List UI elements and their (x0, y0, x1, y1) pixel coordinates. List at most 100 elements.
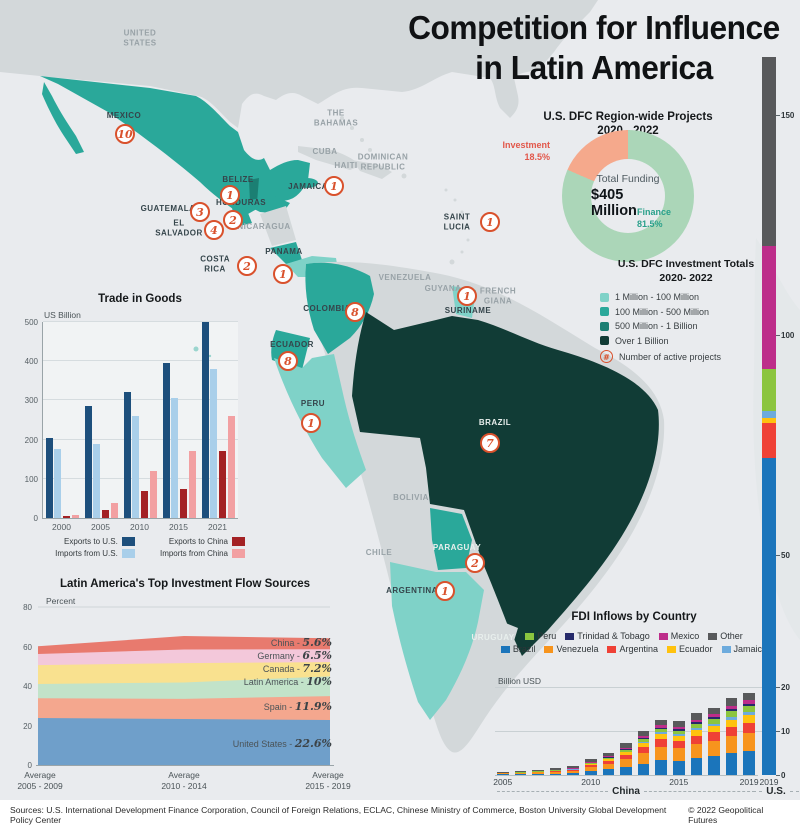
flows-series-label-latin-america: Latin America - 10% (244, 675, 332, 688)
trade-bar-2000-imports-from-china (71, 514, 79, 518)
trade-ytick-label: 0 (33, 514, 38, 523)
fdi-xtick-2019: 2019 (739, 777, 759, 787)
fdi-segment-brazil (549, 773, 562, 775)
fdi-segment-argentina (708, 732, 720, 742)
map-country-jamaica (296, 178, 318, 188)
fdi-legend-item-other: Other (708, 631, 743, 641)
hash-badge-icon: # (600, 350, 613, 364)
fdi-segment-argentina (743, 722, 755, 734)
project-count-badge-honduras: 2 (223, 210, 243, 230)
fdi-segment-ecuador (673, 735, 685, 742)
fdi-bar-2015 (673, 721, 685, 775)
fdi-gridline (495, 731, 777, 732)
fdi-segment-argentina (620, 754, 632, 759)
flows-xtick-label: Average 2010 - 2014 (161, 770, 207, 792)
map-country-hispaniola (352, 160, 392, 179)
fdi-segment-argentina (690, 735, 703, 744)
map-label-venezuela: VENEZUELA (378, 273, 432, 283)
fdi-segment-other (532, 769, 544, 772)
map-country-united-states (0, 0, 598, 128)
fdi-gridline (495, 687, 777, 688)
finance-pct: 81.5% (637, 219, 663, 230)
legend-label: 500 Million - 1 Billion (615, 321, 698, 332)
map-label-colombia: COLOMBIA (303, 304, 351, 314)
project-count-badge-belize: 1 (220, 185, 240, 205)
project-count-badge-panama: 1 (273, 264, 293, 284)
fdi-segment-peru (690, 724, 703, 728)
legend-swatch (607, 645, 617, 653)
flows-ytick-label: 40 (23, 682, 32, 691)
map-label-nicaragua: NICARAGUA (237, 222, 291, 232)
fdi-us-bracket: U.S. (753, 786, 800, 797)
fdi-segment-venezuela (637, 752, 650, 764)
fdi-legend-item-brazil: Brazil (500, 644, 536, 654)
fdi-axis-tick-label: 0 (781, 771, 786, 780)
map-label-jamaica: JAMAICA (288, 182, 328, 192)
trade-bar-2015-exports-to-u-s (162, 363, 170, 518)
flows-series-pct: 5.6% (302, 636, 332, 649)
dfc-legend-projects-note: # Number of active projects (600, 350, 772, 364)
fdi-segment-peru (637, 738, 650, 742)
fdi-segment-other (690, 713, 703, 720)
trade-bar-2005-exports-to-u-s (84, 406, 92, 518)
trade-ytick-label: 200 (24, 435, 38, 445)
fdi-segment-venezuela (514, 773, 527, 775)
fdi-segment-ecuador (585, 764, 597, 766)
fdi-segment-peru (673, 730, 685, 735)
flows-series-label-united-states: United States - 22.6% (233, 737, 332, 750)
trade-bar-2015-exports-to-china (180, 488, 188, 518)
legend-swatch (565, 632, 575, 640)
flows-series-name: Canada - (262, 664, 303, 674)
fdi-segment-peru (585, 763, 597, 765)
dfc-legend-title-line2: 2020- 2022 (659, 271, 713, 284)
donut-finance-label: Finance 81.5% (637, 206, 707, 230)
us-bar-segment-ecuador (762, 417, 776, 424)
fdi-segment-peru (655, 728, 667, 733)
project-count-badge-saint-lucia: 1 (480, 212, 500, 232)
map-label-french-giana: FRENCH GIANA (479, 286, 517, 305)
trade-chart-legend: Exports to U.S. Imports from U.S. Exports … (40, 537, 245, 558)
fdi-segment-trinidad-tobago (620, 748, 632, 750)
fdi-segment-other (708, 707, 720, 715)
legend-label: Ecuador (679, 644, 713, 654)
legend-label: Brazil (512, 644, 536, 654)
us-bar-segment-brazil (762, 458, 776, 775)
trade-gridline (43, 438, 238, 440)
fdi-segment-brazil (620, 766, 632, 775)
fdi-segment-other (743, 692, 755, 700)
fdi-bar-2009 (567, 765, 579, 775)
fdi-segment-brazil (655, 760, 667, 775)
dfc-legend-item-500-million-1-billion: 500 Million - 1 Billion (600, 321, 772, 331)
legend-swatch (667, 645, 677, 653)
fdi-segment-mexico (708, 714, 720, 718)
legend-swatch (708, 632, 718, 640)
project-count-badge-guatemala: 3 (190, 202, 210, 222)
dfc-legend-items: 1 Million - 100 Million 100 Million - 500… (600, 292, 772, 364)
project-count-badge-jamaica: 1 (324, 176, 344, 196)
fdi-segment-brazil (514, 774, 527, 775)
legend-swatch (121, 537, 135, 546)
trade-bar-2021-imports-from-china (227, 416, 235, 518)
trade-xtick-label: 2000 (52, 522, 71, 532)
legend-swatch (500, 645, 510, 653)
trade-bar-2000-exports-to-u-s (45, 437, 53, 518)
map-label-mexico: MEXICO (106, 111, 142, 121)
trade-ytick-label: 300 (24, 396, 38, 406)
sources-text: Sources: U.S. International Development … (10, 805, 667, 825)
legend-label: Argentina (619, 644, 659, 654)
fdi-segment-mexico (585, 762, 597, 763)
map-country-costa-rica (270, 242, 302, 264)
map-label-guyana: GUYANA (424, 284, 462, 294)
fdi-segment-venezuela (532, 772, 544, 774)
trade-ytick-label: 100 (24, 474, 38, 484)
trade-legend-item-exports-to-china: Exports to China (145, 537, 245, 546)
donut-title-line1: U.S. DFC Region-wide Projects (543, 111, 713, 123)
dash-line (753, 791, 763, 792)
fdi-segment-mexico (655, 725, 667, 728)
map-label-paraguay: PARAGUAY (432, 543, 482, 553)
fdi-segment-brazil (690, 757, 703, 775)
fdi-segment-jamaica (620, 751, 632, 753)
fdi-legend-item-argentina: Argentina (607, 644, 658, 654)
map-label-guatemala: GUATEMALA (140, 204, 196, 214)
map-label-uruguay: URUGUAY (471, 633, 515, 643)
